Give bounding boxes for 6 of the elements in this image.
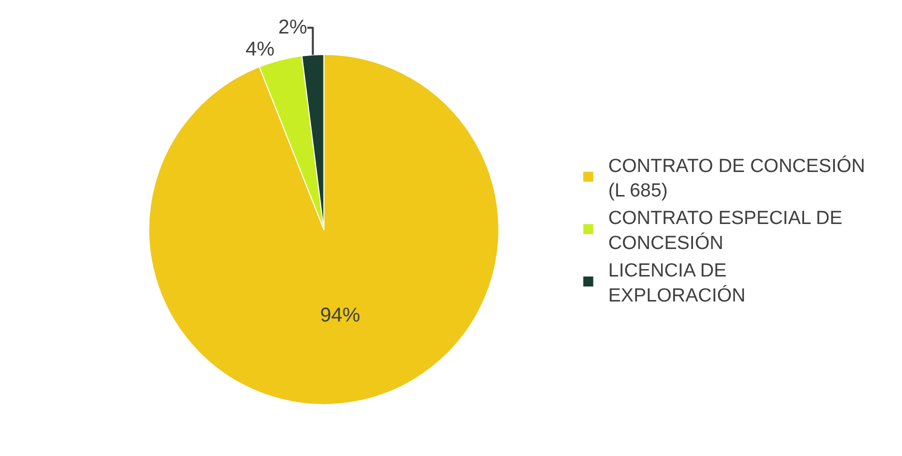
legend-label: LICENCIA DE EXPLORACIÓN	[608, 260, 746, 306]
data-label: 4%	[246, 38, 275, 61]
data-label: 2%	[278, 16, 308, 39]
legend-label: CONTRATO ESPECIAL DE CONCESIÓN	[608, 208, 842, 254]
data-label: 94%	[320, 304, 360, 326]
legend-label: CONTRATO DE CONCESIÓN (L 685)	[608, 154, 866, 202]
